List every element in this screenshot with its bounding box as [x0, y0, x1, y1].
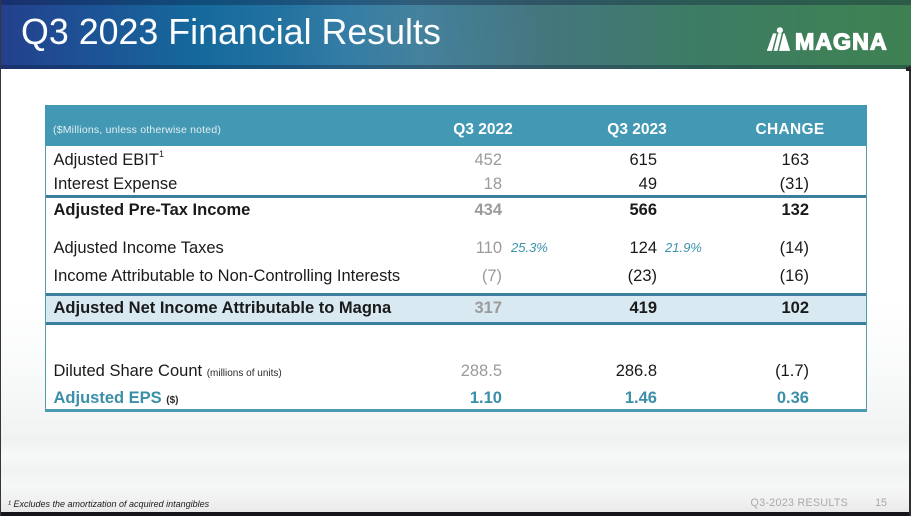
svg-text:MAGNA: MAGNA	[795, 29, 888, 55]
